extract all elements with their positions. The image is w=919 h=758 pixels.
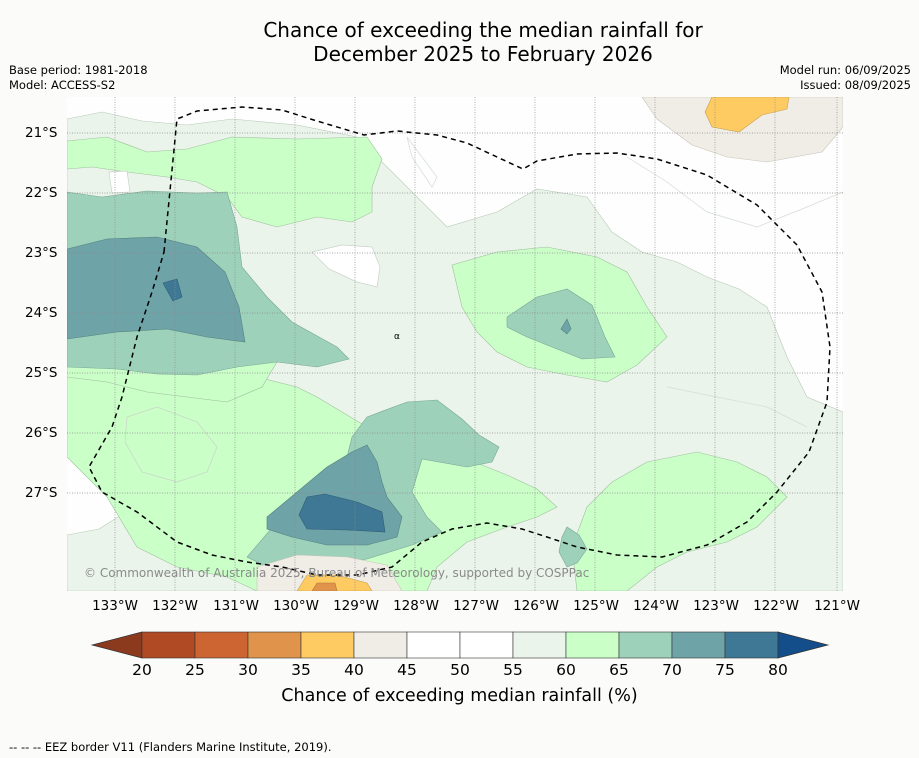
colorbar-segment bbox=[671, 631, 726, 659]
lon-label: 123°W bbox=[693, 598, 739, 614]
colorbar-tick-label: 25 bbox=[185, 661, 205, 679]
copyright-notice: © Commonwealth of Australia 2025, Bureau… bbox=[84, 566, 590, 580]
colorbar-tick-label: 65 bbox=[609, 661, 629, 679]
issued-label: Issued: 08/09/2025 bbox=[800, 78, 911, 92]
colorbar-tick-label: 35 bbox=[291, 661, 311, 679]
lat-label: 24°S bbox=[25, 305, 58, 321]
colorbar-segment bbox=[194, 631, 249, 659]
lat-label: 26°S bbox=[25, 425, 58, 441]
title-line-1: Chance of exceeding the median rainfall … bbox=[263, 18, 703, 42]
isoline-50 bbox=[406, 136, 843, 428]
colorbar-segment bbox=[618, 631, 673, 659]
lon-label: 129°W bbox=[333, 598, 379, 614]
lon-label: 128°W bbox=[393, 598, 439, 614]
map-marker-label: α bbox=[394, 332, 400, 342]
run-info: Model run: 06/09/2025 Issued: 08/09/2025 bbox=[780, 63, 911, 93]
base-period-label: Base period: 1981-2018 bbox=[9, 63, 148, 77]
map-canvas: α bbox=[67, 97, 843, 591]
model-info: Base period: 1981-2018 Model: ACCESS-S2 bbox=[9, 63, 148, 93]
lat-label: 23°S bbox=[25, 245, 58, 261]
colorbar-tick-label: 20 bbox=[132, 661, 152, 679]
contour-30-35 bbox=[311, 582, 338, 591]
colorbar-segment bbox=[406, 631, 461, 659]
contour-65-70 bbox=[558, 526, 588, 568]
colorbar-tick-label: 30 bbox=[238, 661, 258, 679]
colorbar-segment bbox=[353, 631, 408, 659]
contour-45-50 bbox=[256, 554, 403, 591]
isoline-50 bbox=[124, 406, 218, 483]
lon-label: 122°W bbox=[753, 598, 799, 614]
lon-label: 126°W bbox=[513, 598, 559, 614]
isoline-50 bbox=[311, 244, 381, 288]
colorbar-tick-label: 70 bbox=[662, 661, 682, 679]
lon-label: 125°W bbox=[573, 598, 619, 614]
colorbar-segment bbox=[247, 631, 302, 659]
lon-label: 127°W bbox=[453, 598, 499, 614]
contour-75-80 bbox=[298, 493, 386, 533]
colorbar-segment bbox=[724, 631, 779, 659]
colorbar bbox=[90, 630, 830, 666]
colorbar-arrow-high bbox=[777, 631, 830, 659]
colorbar-tick-label: 45 bbox=[397, 661, 417, 679]
colorbar-label: Chance of exceeding median rainfall (%) bbox=[281, 686, 638, 706]
map-title: Chance of exceeding the median rainfall … bbox=[0, 18, 919, 66]
lon-label: 131°W bbox=[213, 598, 259, 614]
lat-label: 22°S bbox=[25, 185, 58, 201]
colorbar-segment bbox=[565, 631, 620, 659]
lon-label: 121°W bbox=[814, 598, 860, 614]
colorbar-tick-label: 50 bbox=[450, 661, 470, 679]
model-run-label: Model run: 06/09/2025 bbox=[779, 63, 911, 77]
colorbar-tick-label: 75 bbox=[715, 661, 735, 679]
colorbar-segment bbox=[141, 631, 196, 659]
colorbar-tick-label: 60 bbox=[556, 661, 576, 679]
isoline-50 bbox=[108, 170, 131, 194]
eez-footnote: -- -- -- EEZ border V11 (Flanders Marine… bbox=[9, 740, 332, 754]
lon-label: 124°W bbox=[633, 598, 679, 614]
contour-70-75 bbox=[67, 236, 246, 343]
colorbar-canvas bbox=[90, 631, 830, 659]
colorbar-segment bbox=[300, 631, 355, 659]
colorbar-tick-label: 55 bbox=[503, 661, 523, 679]
contour-70-75 bbox=[560, 318, 572, 335]
colorbar-segment bbox=[459, 631, 514, 659]
rainfall-map: α bbox=[67, 97, 843, 591]
colorbar-segment bbox=[512, 631, 567, 659]
contour-35-40 bbox=[704, 97, 790, 133]
model-label: Model: ACCESS-S2 bbox=[9, 78, 116, 92]
colorbar-tick-label: 40 bbox=[344, 661, 364, 679]
lat-gridlines bbox=[67, 132, 843, 494]
lon-label: 130°W bbox=[273, 598, 319, 614]
colorbar-tick-label: 80 bbox=[768, 661, 788, 679]
contour-75-80 bbox=[162, 278, 183, 302]
contour-60-65 bbox=[571, 451, 788, 591]
colorbar-arrow-low bbox=[90, 631, 143, 659]
lat-label: 21°S bbox=[25, 125, 58, 141]
lat-label: 27°S bbox=[25, 485, 58, 501]
lon-label: 132°W bbox=[152, 598, 198, 614]
contour-60-65 bbox=[67, 136, 383, 228]
lon-label: 133°W bbox=[92, 598, 138, 614]
eez-border bbox=[88, 106, 831, 576]
contour-65-70 bbox=[506, 288, 616, 360]
lat-label: 25°S bbox=[25, 365, 58, 381]
title-line-2: December 2025 to February 2026 bbox=[313, 42, 653, 66]
